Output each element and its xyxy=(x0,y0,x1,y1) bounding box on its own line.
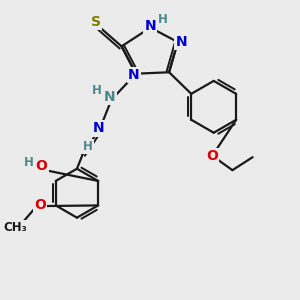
Text: O: O xyxy=(206,149,218,163)
Text: S: S xyxy=(91,15,101,29)
Text: H: H xyxy=(92,84,102,97)
Text: N: N xyxy=(176,35,187,49)
Text: H: H xyxy=(24,156,34,169)
Text: O: O xyxy=(34,198,46,212)
Text: N: N xyxy=(104,90,116,104)
Text: H: H xyxy=(158,13,167,26)
Text: H: H xyxy=(83,140,93,153)
Text: N: N xyxy=(145,19,156,33)
Text: CH₃: CH₃ xyxy=(3,221,27,234)
Text: N: N xyxy=(128,68,140,82)
Text: O: O xyxy=(36,159,47,173)
Text: N: N xyxy=(93,122,104,135)
